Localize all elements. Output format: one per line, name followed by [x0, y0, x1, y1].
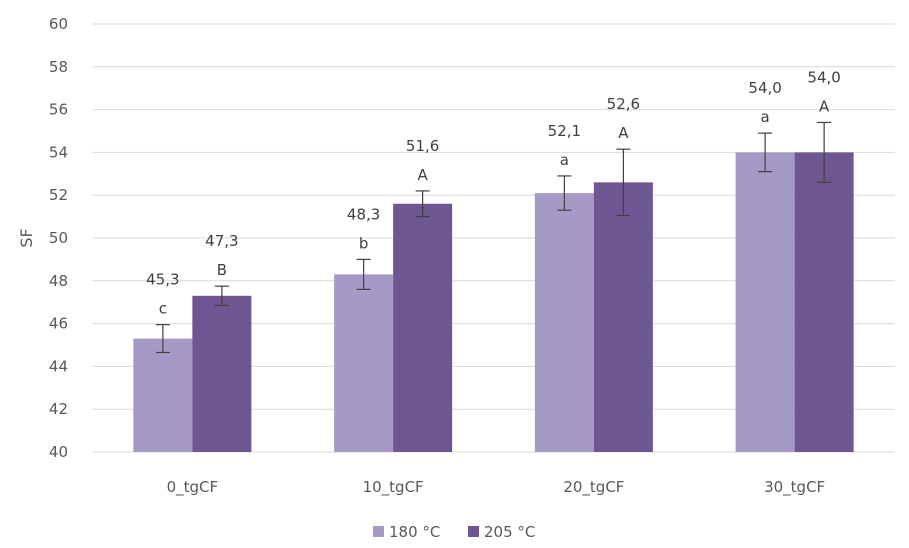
data-label: 52,1 — [548, 122, 581, 140]
error-bar — [817, 121, 832, 183]
error-bars — [155, 121, 832, 354]
y-tick-label: 54 — [49, 143, 68, 161]
data-label: 48,3 — [347, 205, 380, 223]
error-bar — [616, 148, 631, 217]
significance-letter: c — [159, 300, 167, 318]
legend-label: 180 °C — [389, 523, 440, 541]
x-tick-label: 10_tgCF — [363, 478, 424, 497]
bar — [192, 295, 252, 452]
legend-swatch — [373, 526, 384, 537]
bar — [334, 274, 394, 452]
data-label: 45,3 — [146, 271, 179, 289]
y-axis-label: SF — [17, 228, 36, 247]
bar — [735, 152, 795, 452]
legend: 180 °C 205 °C — [373, 523, 535, 541]
legend-swatch — [468, 526, 479, 537]
significance-letter: A — [417, 166, 428, 184]
significance-letter: a — [560, 151, 569, 169]
significance-letter: A — [819, 97, 830, 115]
data-label: 51,6 — [406, 137, 439, 155]
data-label: 54,0 — [807, 68, 840, 86]
x-tick-label: 30_tgCF — [764, 478, 825, 497]
bars — [133, 152, 854, 453]
y-tick-label: 40 — [49, 443, 68, 461]
bar — [133, 338, 193, 452]
x-tick-label: 20_tgCF — [563, 478, 624, 497]
significance-letter: B — [217, 261, 227, 279]
bar — [794, 152, 854, 452]
error-bar — [356, 258, 371, 290]
error-bar — [557, 175, 572, 211]
data-label: 54,0 — [748, 79, 781, 97]
error-bar — [758, 132, 773, 173]
y-tick-label: 60 — [49, 15, 68, 33]
bar — [534, 193, 594, 452]
error-bar — [415, 190, 430, 218]
error-bar — [214, 285, 229, 307]
y-tick-label: 48 — [49, 272, 68, 290]
y-tick-label: 42 — [49, 400, 68, 418]
y-tick-label: 56 — [49, 101, 68, 119]
error-bar — [155, 324, 170, 354]
bar — [593, 182, 653, 453]
y-tick-label: 52 — [49, 186, 68, 204]
legend-label: 205 °C — [484, 523, 535, 541]
y-tick-label: 50 — [49, 229, 68, 247]
y-tick-label: 58 — [49, 58, 68, 76]
bar — [393, 203, 453, 452]
significance-letter: A — [618, 124, 629, 142]
y-axis-ticks: 40 42 44 46 48 50 52 54 56 58 60 — [49, 15, 68, 461]
data-label: 52,6 — [607, 95, 640, 113]
significance-letter: a — [761, 108, 770, 126]
significance-letter: b — [359, 234, 369, 252]
data-label: 47,3 — [205, 232, 238, 250]
y-tick-label: 44 — [49, 357, 68, 375]
data-labels: c 45,3 B 47,3 b 48,3 A 51,6 a 52,1 A 52,6 a 54,0 A 54,0 — [146, 68, 841, 317]
y-tick-label: 46 — [49, 315, 68, 333]
x-tick-label: 0_tgCF — [167, 478, 219, 497]
x-axis-ticks: 0_tgCF 10_tgCF 20_tgCF 30_tgCF — [167, 478, 826, 497]
